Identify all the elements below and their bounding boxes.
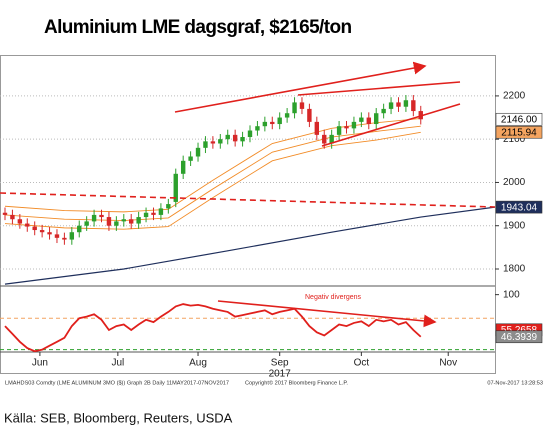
candle-body [25,223,30,227]
candle-body [329,134,334,144]
candle-body [62,237,67,240]
footer-right: 07-Nov-2017 13:28:53 [487,380,543,386]
candle-body [180,160,186,174]
candle-body [69,232,75,240]
axis-marker-label: 55.2658 [501,325,538,336]
axis-marker-label: 2146.00 [501,114,538,125]
candle-body [314,121,320,135]
trend-line [321,103,461,147]
candle-body [247,130,253,138]
candle-body [403,100,409,107]
candle-body [255,126,260,131]
frame [0,55,496,374]
x-tick-label: Jul [111,358,124,369]
candle-body [91,214,97,222]
candle-body [151,212,156,215]
candle-body [203,141,208,148]
candle-body [225,134,230,140]
axis-marker-label: 2115.94 [501,127,537,138]
candle-body [129,219,134,224]
chart-title: Aluminium LME dagsgraf, $2165/ton [44,17,351,38]
candle-body [299,102,305,109]
candle-body [351,121,357,129]
y-tick-label: 2200 [503,91,526,102]
candle-body [292,102,297,114]
trend-line [297,81,461,96]
axis-marker-label: 46.3939 [501,332,538,343]
candle-body [307,108,312,122]
y-tick-label: 1800 [503,264,526,275]
y-tick-label: 2100 [503,134,526,145]
candle-body [99,214,104,218]
footer-middle: Copyright© 2017 Bloomberg Finance L.P. [245,379,348,386]
candle-body [2,212,8,215]
moving-average [4,206,495,285]
x-tick-label: Nov [439,358,457,369]
candle-body [84,221,89,226]
divergence-arrow [217,300,437,328]
x-tick-label: Oct [354,358,370,369]
candle-body [210,141,216,144]
candle-body [158,208,164,215]
candle-body [10,214,15,220]
candle-body [336,126,342,135]
candle-body [411,100,416,112]
moving-average [4,131,421,230]
axis-marker [495,112,543,126]
candle-body [388,102,394,109]
candle-body [218,139,223,144]
candle-body [240,137,245,142]
rsi-panel [0,303,495,352]
price-panel [0,95,495,285]
candle-body [366,117,371,125]
candle-body [166,204,171,209]
trend-lines [0,61,496,328]
year-label: 2017 [269,369,292,380]
x-tick-label: Jun [32,358,48,369]
candle-body [188,156,193,161]
candle-body [173,173,178,202]
y-tick-label: 2000 [503,177,526,188]
axis-marker-label: 1943.04 [501,202,538,213]
candle-body [284,113,290,118]
x-tick-label: Sep [271,358,289,369]
axis-marker [495,200,543,214]
candle-body [143,212,149,218]
candle-body [374,113,379,125]
footer-left: LMAHDS03 Comdty (LME ALUMINUM 3MO ($)) G… [5,380,229,386]
candle-body [39,230,45,233]
axis-marker [495,125,543,139]
candle-body [270,121,275,125]
candle-body [136,217,141,224]
candle-body [232,134,238,142]
candle-body [54,234,60,238]
rsi-line [4,303,422,352]
candle-body [381,108,386,114]
candle-body [359,117,364,122]
candle-body [121,219,126,222]
trend-line-dashed [0,192,496,208]
candle-body [106,217,112,226]
candle-body [47,232,52,235]
candle-body [277,117,282,125]
trend-arrow [174,61,427,113]
candle-body [77,225,82,233]
candle-body [396,102,401,107]
source: Källa: SEB, Bloomberg, Reuters, USDA [4,410,233,425]
candle-body [114,221,119,226]
x-tick-label: Aug [189,358,207,369]
candle-body [344,126,349,129]
candle-body [262,121,268,127]
y-tick-label: 1900 [503,220,526,231]
y-tick-label: 100 [503,289,520,300]
candle-body [32,226,37,231]
candle-body [322,134,327,144]
axis-marker [495,330,543,344]
candle-body [17,219,23,224]
annotation: Negativ divergens [305,294,362,301]
candle-body [195,147,201,157]
